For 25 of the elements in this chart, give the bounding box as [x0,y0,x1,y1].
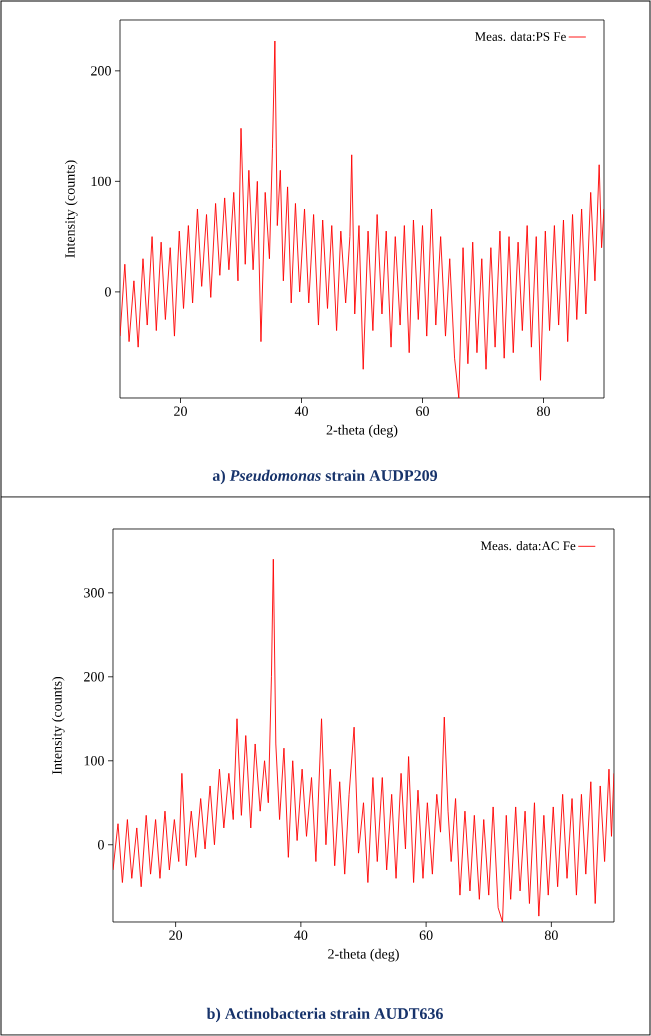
text: a) Pseudomonas strain AUDP209 [212,469,438,485]
y-tick-label: 0 [98,840,104,850]
legend-label: Meas. data:AC Fe [480,541,576,551]
y-tick-label: 100 [84,756,104,766]
x-tick-label: 60 [419,930,433,940]
y-tick-label: 100 [91,176,111,187]
y-axis-title: Intensity (counts) [64,160,78,258]
y-tick-label: 0 [105,287,111,297]
x-tick-label: 80 [544,930,558,940]
legend-label: Meas. data:PS Fe [474,31,566,41]
line-series [113,558,614,922]
x-tick-label: 60 [416,406,429,416]
y-tick-label: 300 [84,588,104,598]
x-tick-label: 20 [174,406,187,416]
x-axis-title: 2-theta (deg) [326,424,398,438]
x-tick-label: 20 [169,930,183,940]
x-tick-label: 40 [294,406,308,416]
text: b) Actinobacteria strain AUDT636 [206,1007,443,1023]
y-tick-label: 200 [84,672,104,682]
x-axis-title: 2-theta (deg) [328,948,399,962]
x-tick-label: 40 [294,930,308,940]
y-tick-label: 200 [91,66,111,76]
line-series [120,40,604,398]
y-axis-title: Intensity (counts) [51,676,65,775]
x-tick-label: 80 [537,406,550,416]
